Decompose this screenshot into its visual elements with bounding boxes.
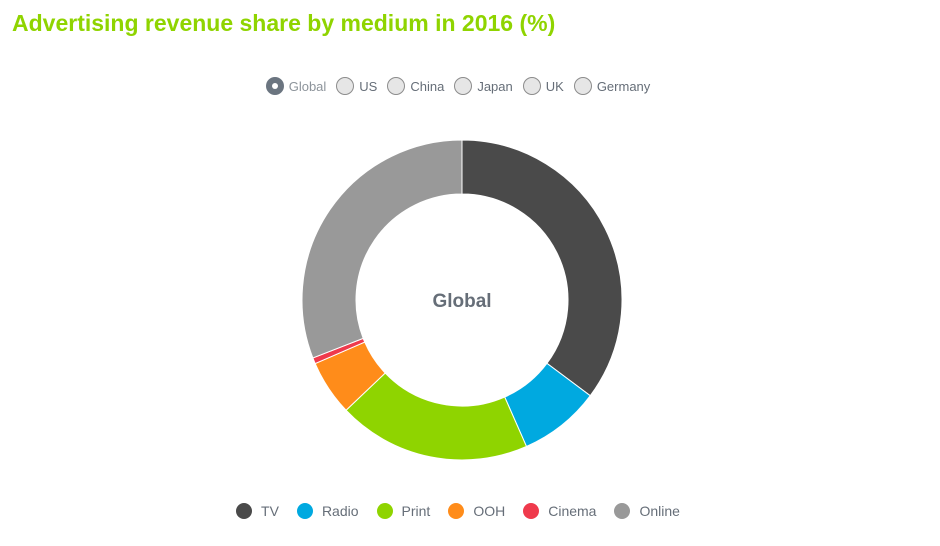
region-option-uk[interactable]: UK [522, 77, 564, 95]
legend-dot-icon [614, 503, 631, 519]
radio-button-icon[interactable] [454, 77, 473, 95]
radio-button-icon[interactable] [387, 77, 406, 95]
legend-item-radio[interactable]: Radio [296, 503, 359, 519]
radio-button-icon[interactable] [573, 77, 592, 95]
legend-item-online[interactable]: Online [614, 503, 680, 519]
legend-dot-icon [296, 503, 313, 519]
radio-button-icon[interactable] [522, 77, 541, 95]
legend-label: OOH [473, 503, 506, 519]
region-option-us[interactable]: US [336, 77, 377, 95]
donut-center-label: Global [432, 291, 491, 312]
chart-title: Advertising revenue share by medium in 2… [12, 10, 556, 36]
chart-legend: TV Radio Print OOH Cinema Online [0, 503, 916, 519]
region-option-label: Japan [477, 78, 513, 94]
radio-button-icon[interactable] [336, 77, 355, 95]
legend-item-ooh[interactable]: OOH [448, 503, 505, 519]
legend-label: Radio [321, 503, 359, 519]
region-selector: Global US China Japan UK Germany [0, 77, 916, 95]
legend-item-cinema[interactable]: Cinema [523, 503, 596, 519]
region-option-label: US [359, 78, 378, 94]
legend-dot-icon [523, 503, 540, 519]
region-option-label: UK [545, 78, 564, 94]
region-option-japan[interactable]: Japan [454, 77, 513, 95]
region-option-label: Germany [596, 78, 651, 94]
donut-slice-print[interactable] [345, 372, 528, 461]
region-option-label: China [410, 78, 445, 94]
donut-chart: Global [301, 139, 623, 461]
region-option-germany[interactable]: Germany [573, 77, 651, 95]
legend-item-tv[interactable]: TV [236, 503, 279, 519]
legend-dot-icon [236, 503, 253, 519]
legend-label: Print [401, 503, 431, 519]
region-option-global[interactable]: Global [265, 77, 327, 95]
legend-label: Online [639, 503, 680, 519]
region-option-label: Global [288, 78, 327, 94]
legend-label: Cinema [548, 503, 597, 519]
donut-slice-online[interactable] [301, 139, 463, 359]
radio-button-icon[interactable] [265, 77, 284, 95]
donut-slice-tv[interactable] [461, 139, 623, 397]
legend-dot-icon [448, 503, 465, 519]
legend-item-print[interactable]: Print [376, 503, 431, 519]
legend-label: TV [261, 503, 279, 519]
legend-dot-icon [376, 503, 393, 519]
region-option-china[interactable]: China [387, 77, 444, 95]
